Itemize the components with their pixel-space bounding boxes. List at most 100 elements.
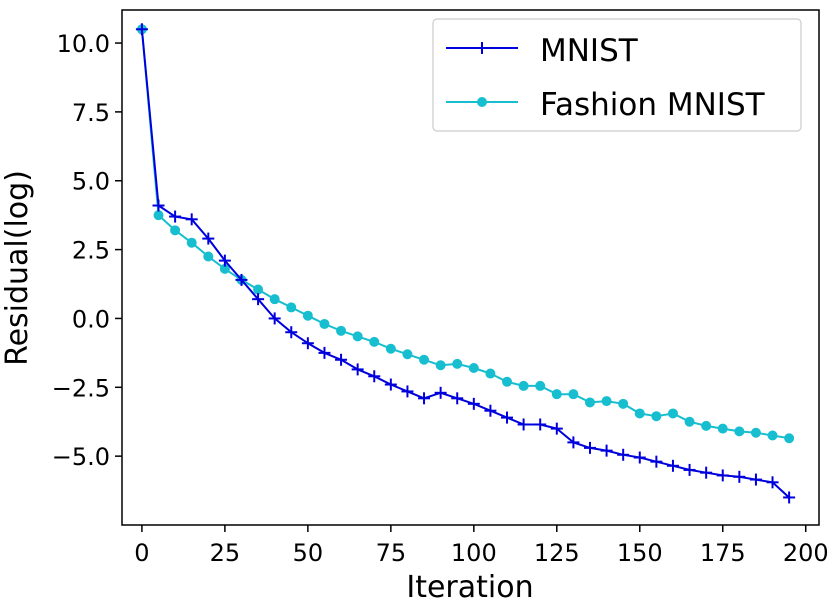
data-point-fashion-mnist — [369, 336, 380, 347]
data-point-fashion-mnist — [203, 251, 214, 262]
legend-frame — [432, 18, 802, 132]
data-point-fashion-mnist — [302, 310, 313, 321]
x-tick-label: 100 — [451, 539, 497, 567]
y-tick-label: 2.5 — [72, 237, 110, 265]
data-point-mnist — [650, 455, 663, 468]
data-point-mnist — [783, 491, 796, 504]
data-point-mnist — [318, 346, 331, 359]
data-point-fashion-mnist — [667, 408, 678, 419]
data-point-mnist — [152, 199, 165, 212]
data-point-mnist — [517, 418, 530, 431]
x-tick-label: 175 — [700, 539, 746, 567]
data-point-mnist — [252, 293, 265, 306]
data-point-mnist — [683, 463, 696, 476]
series-line-mnist — [140, 29, 790, 499]
data-point-fashion-mnist — [186, 237, 197, 248]
data-point-mnist — [169, 210, 182, 223]
data-point-fashion-mnist — [219, 263, 230, 274]
x-tick-label: 125 — [534, 539, 580, 567]
data-point-fashion-mnist — [435, 360, 446, 371]
y-tick-label: 7.5 — [72, 99, 110, 127]
data-point-fashion-mnist — [452, 358, 463, 369]
data-point-mnist — [418, 392, 431, 405]
data-point-fashion-mnist — [336, 325, 347, 336]
legend: MNIST Fashion MNIST — [432, 18, 802, 132]
data-point-fashion-mnist — [634, 408, 645, 419]
data-point-fashion-mnist — [784, 433, 795, 444]
data-point-fashion-mnist — [485, 368, 496, 379]
data-point-fashion-mnist — [153, 210, 164, 221]
data-point-fashion-mnist — [651, 411, 662, 422]
data-point-mnist — [235, 273, 248, 286]
y-axis-label: Residual(log) — [0, 170, 35, 366]
data-point-fashion-mnist — [701, 420, 712, 431]
x-tick-label: 200 — [783, 539, 829, 567]
data-point-mnist — [484, 404, 497, 417]
data-point-mnist — [451, 392, 464, 405]
data-point-fashion-mnist — [502, 376, 513, 387]
x-tick-label: 50 — [293, 539, 324, 567]
data-point-mnist — [583, 441, 596, 454]
y-tick-label: 10.0 — [57, 30, 110, 58]
legend-label-mnist: MNIST — [540, 33, 639, 69]
data-point-mnist — [202, 232, 215, 245]
data-point-fashion-mnist — [767, 430, 778, 441]
data-point-mnist — [716, 469, 729, 482]
x-tick-label: 0 — [134, 539, 149, 567]
data-point-mnist — [218, 254, 231, 267]
data-point-fashion-mnist — [568, 389, 579, 400]
data-point-mnist — [633, 451, 646, 464]
data-point-mnist — [268, 312, 281, 325]
data-point-fashion-mnist — [286, 302, 297, 313]
data-point-fashion-mnist — [684, 416, 695, 427]
x-tick-label: 25 — [210, 539, 241, 567]
data-point-fashion-mnist — [352, 331, 363, 342]
data-point-mnist — [617, 448, 630, 461]
data-point-mnist — [600, 444, 613, 457]
data-point-mnist — [434, 386, 447, 399]
legend-label-fashion: Fashion MNIST — [540, 87, 766, 123]
y-tick-label: −2.5 — [52, 374, 110, 402]
data-point-fashion-mnist — [385, 343, 396, 354]
data-point-fashion-mnist — [269, 294, 280, 305]
series-line-fashion-mnist — [140, 29, 790, 440]
y-tick-label: 5.0 — [72, 168, 110, 196]
y-axis: −5.0 −2.5 0.0 2.5 5.0 7.5 10.0 — [52, 30, 122, 471]
data-point-mnist — [351, 363, 364, 376]
data-point-fashion-mnist — [584, 397, 595, 408]
data-point-mnist — [135, 23, 148, 36]
series-layer — [135, 23, 796, 504]
data-point-mnist — [766, 476, 779, 489]
data-point-fashion-mnist — [750, 427, 761, 438]
data-point-mnist — [401, 385, 414, 398]
data-point-fashion-mnist — [551, 389, 562, 400]
data-point-fashion-mnist — [535, 380, 546, 391]
data-point-mnist — [550, 422, 563, 435]
legend-marker-fashion — [477, 97, 487, 107]
data-point-mnist — [666, 459, 679, 472]
data-point-fashion-mnist — [717, 423, 728, 434]
x-tick-label: 75 — [376, 539, 407, 567]
data-point-mnist — [467, 397, 480, 410]
data-point-fashion-mnist — [468, 363, 479, 374]
data-point-mnist — [185, 213, 198, 226]
data-point-fashion-mnist — [319, 318, 330, 329]
data-point-mnist — [749, 473, 762, 486]
data-point-mnist — [368, 370, 381, 383]
data-point-mnist — [501, 411, 514, 424]
data-point-mnist — [301, 337, 314, 350]
x-tick-label: 150 — [617, 539, 663, 567]
data-point-fashion-mnist — [253, 284, 264, 295]
y-tick-label: 0.0 — [72, 305, 110, 333]
data-point-mnist — [567, 436, 580, 449]
data-point-fashion-mnist — [734, 426, 745, 437]
x-axis: 0 25 50 75 100 125 150 175 200 — [134, 525, 829, 567]
x-axis-label: Iteration — [406, 570, 533, 605]
data-point-mnist — [285, 326, 298, 339]
data-point-mnist — [335, 353, 348, 366]
data-point-fashion-mnist — [618, 398, 629, 409]
data-point-fashion-mnist — [419, 354, 430, 365]
data-point-mnist — [384, 378, 397, 391]
data-point-fashion-mnist — [518, 380, 529, 391]
